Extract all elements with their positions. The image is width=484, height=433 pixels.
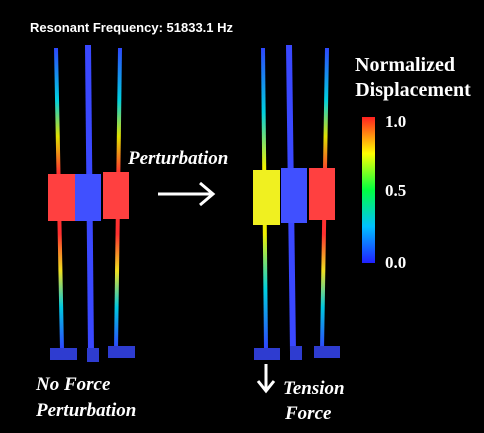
title: Resonant Frequency: 51833.1 Hz <box>30 20 234 35</box>
colorbar-tick: 0.5 <box>385 181 406 200</box>
block <box>309 168 335 220</box>
anchor <box>50 348 77 360</box>
block <box>75 174 101 221</box>
caption: No Force <box>35 374 111 395</box>
perturbation-label: Perturbation <box>127 148 228 169</box>
figure: Resonant Frequency: 51833.1 Hz Perturbat… <box>0 0 484 433</box>
block <box>253 170 280 225</box>
anchor <box>87 348 99 362</box>
colorbar-tick: 0.0 <box>385 253 406 272</box>
caption: Force <box>284 403 332 424</box>
caption: Tension <box>283 378 345 399</box>
anchor <box>254 348 280 360</box>
caption: Perturbation <box>35 400 136 421</box>
colorbar <box>362 117 375 263</box>
block <box>48 174 75 221</box>
colorbar-title: Normalized <box>355 54 455 76</box>
block <box>281 168 307 223</box>
colorbar-tick: 1.0 <box>385 112 406 131</box>
anchor <box>290 346 302 360</box>
anchor <box>314 346 340 358</box>
colorbar-title: Displacement <box>355 79 471 101</box>
anchor <box>108 346 135 358</box>
block <box>103 172 129 219</box>
